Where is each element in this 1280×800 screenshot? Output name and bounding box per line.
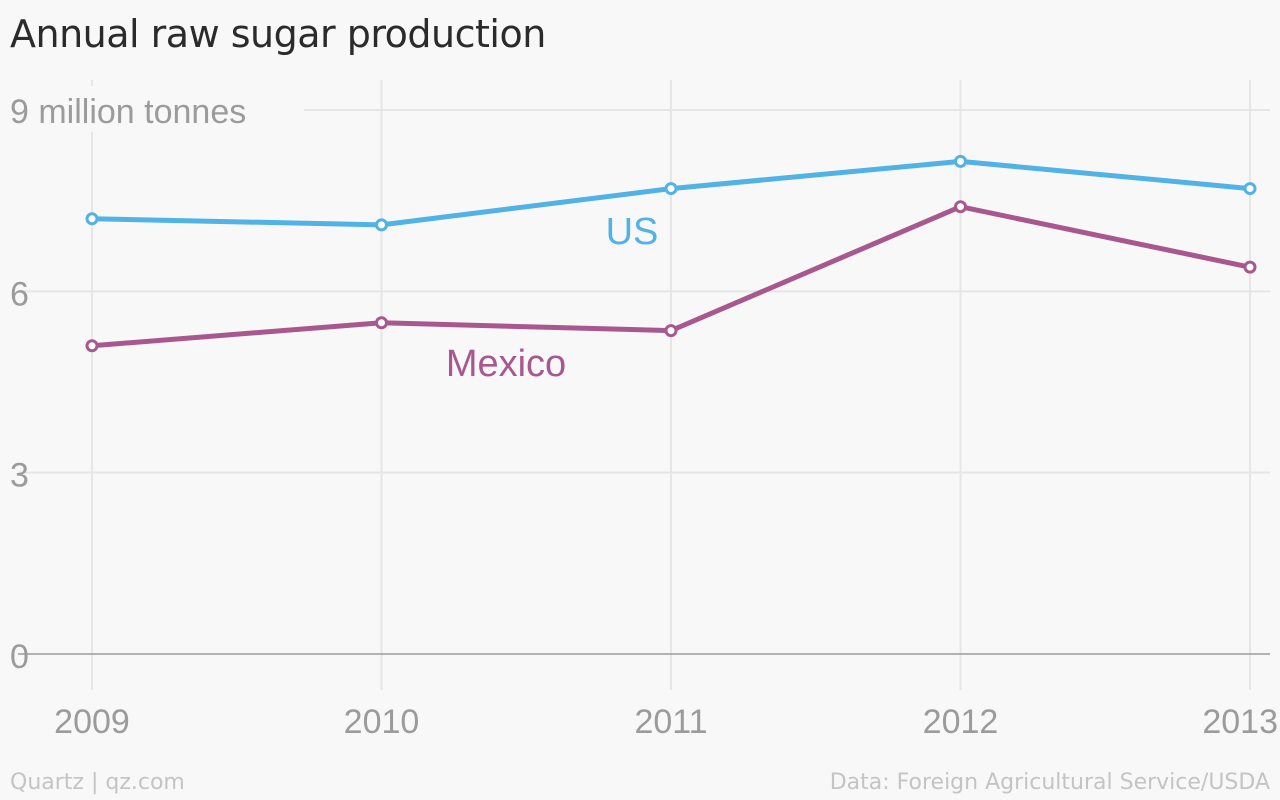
- series-label-us: US: [606, 211, 659, 253]
- y-tick-label: 0: [10, 638, 29, 676]
- series-points: [85, 154, 1257, 353]
- source-text: Data: Foreign Agricultural Service/USDA: [829, 770, 1270, 795]
- data-point-us: [1243, 182, 1257, 196]
- y-tick-label: 3: [10, 457, 29, 495]
- data-point-mexico: [954, 200, 967, 214]
- x-tick-label: 2011: [634, 703, 707, 741]
- chart-title: Annual raw sugar production: [10, 12, 546, 56]
- data-point-us: [954, 154, 967, 168]
- x-tick-label: 2010: [344, 703, 420, 741]
- data-point-mexico: [375, 316, 388, 330]
- series-label-mexico: Mexico: [446, 343, 566, 385]
- data-point-us: [375, 218, 388, 232]
- x-tick-label: 2013: [1202, 703, 1278, 741]
- data-point-mexico: [85, 339, 99, 353]
- data-point-mexico: [664, 324, 678, 338]
- data-point-us: [85, 212, 99, 226]
- y-tick-label: 6: [10, 275, 29, 313]
- x-tick-label: 2012: [923, 703, 999, 741]
- credit-text: Quartz | qz.com: [10, 770, 185, 795]
- x-tick-label: 2009: [54, 703, 130, 741]
- y-unit-label: 9 million tonnes: [10, 93, 246, 131]
- data-point-mexico: [1243, 260, 1257, 274]
- data-point-us: [664, 182, 678, 196]
- y-unit-label-bg: [4, 86, 304, 132]
- series-labels: US Mexico: [446, 211, 659, 385]
- axis-labels: 0 3 6 9 million tonnes 2009 2010 2011 2012 2013: [4, 86, 1278, 741]
